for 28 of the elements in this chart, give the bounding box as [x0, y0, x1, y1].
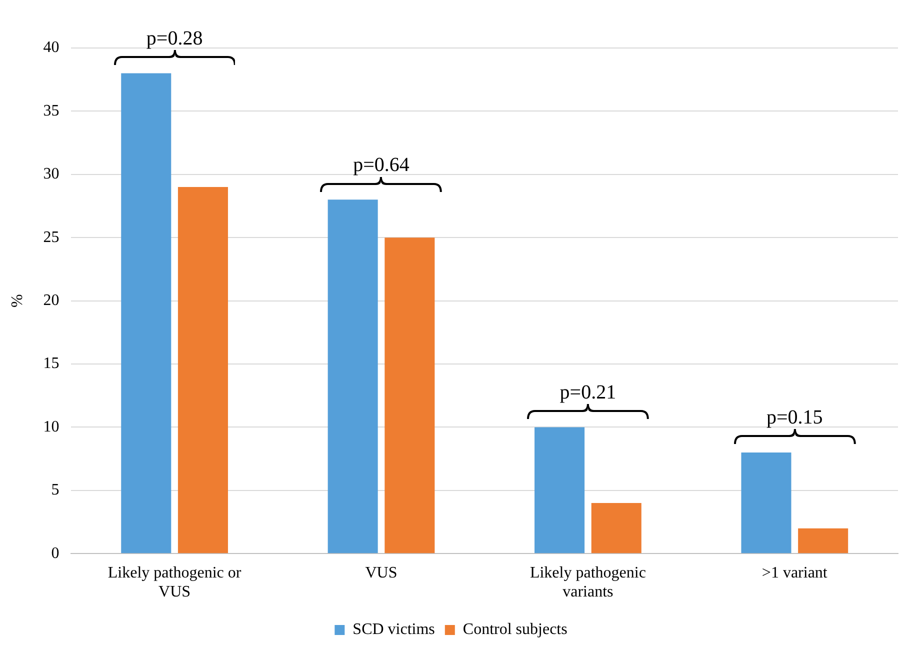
bar: [534, 427, 585, 554]
y-axis-title: %: [8, 294, 26, 308]
x-tick-label: Likely pathogenic or VUS: [108, 564, 242, 601]
y-tick-label: 15: [43, 355, 60, 372]
x-tick-label: VUS: [365, 564, 398, 582]
annotation: p=0.28: [146, 28, 203, 50]
bar: [178, 187, 228, 554]
legend-label: SCD victims: [352, 621, 435, 638]
y-tick-label: 10: [43, 418, 60, 436]
y-tick-label: 25: [43, 228, 60, 246]
annotation: p=0.15: [766, 406, 823, 429]
y-tick-label: 35: [43, 102, 60, 120]
annotation: p=0.64: [353, 154, 410, 176]
x-tick-label: >1 variant: [762, 564, 828, 582]
y-tick-label: 5: [51, 482, 60, 499]
y-tick-label: 20: [43, 292, 60, 310]
x-tick-label: Likely pathogenic variants: [530, 564, 646, 601]
bar: [741, 452, 792, 554]
y-tick-label: 40: [43, 39, 60, 56]
bar: [798, 528, 848, 554]
bar: [121, 73, 172, 554]
bar: [591, 503, 642, 554]
y-tick-label: 30: [43, 166, 60, 183]
annotation: p=0.21: [560, 381, 616, 404]
legend-label: Control subjects: [462, 621, 568, 638]
bar: [384, 238, 435, 554]
y-tick-label: 0: [51, 544, 60, 562]
bar: [328, 200, 378, 554]
